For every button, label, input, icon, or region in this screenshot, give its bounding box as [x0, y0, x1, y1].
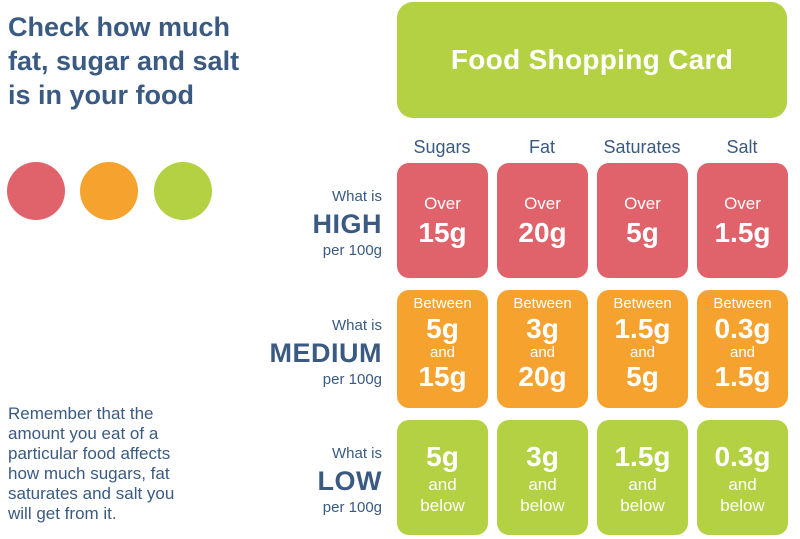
- cell-qualifier: below: [420, 496, 465, 515]
- high-sugars-cell: Over 15g: [397, 163, 488, 278]
- row-label-medium: What is MEDIUM per 100g: [258, 316, 383, 390]
- row-label-top: What is: [331, 188, 382, 205]
- high-fat-cell: Over 20g: [497, 163, 588, 278]
- low-saturates-cell: 1.5g and below: [597, 420, 688, 535]
- cell-value-from: 0.3g: [714, 313, 771, 344]
- cell-value: 1.5g: [714, 217, 771, 248]
- cell-qualifier: Over: [724, 194, 761, 213]
- medium-saturates-cell: Between 1.5g and 5g: [597, 290, 688, 408]
- note-line: Remember that the: [8, 404, 154, 423]
- headline-line: Check how much: [8, 12, 231, 42]
- headline-line: fat, sugar and salt: [8, 46, 240, 76]
- headline: Check how much fat, sugar and salt is in…: [8, 10, 308, 112]
- row-label-level: MEDIUM: [269, 338, 382, 368]
- medium-salt-cell: Between 0.3g and 1.5g: [697, 290, 788, 408]
- card-title: Food Shopping Card: [450, 44, 734, 75]
- row-label-high: What is HIGH per 100g: [258, 187, 383, 261]
- low-salt-cell: 0.3g and below: [697, 420, 788, 535]
- medium-fat-cell: Between 3g and 20g: [497, 290, 588, 408]
- cell-qualifier: Over: [624, 194, 661, 213]
- cell-qualifier: Between: [713, 295, 772, 312]
- red-dot-icon: [7, 162, 65, 220]
- cell-connector: and: [528, 475, 557, 494]
- cell-value: 3g: [526, 441, 559, 472]
- cell-value: 0.3g: [714, 441, 771, 472]
- cell-value-from: 1.5g: [614, 313, 671, 344]
- cell-qualifier: Between: [513, 295, 572, 312]
- cell-qualifier: Between: [413, 295, 472, 312]
- cell-qualifier: below: [520, 496, 565, 515]
- row-label-bottom: per 100g: [322, 242, 382, 259]
- low-fat-cell: 3g and below: [497, 420, 588, 535]
- cell-connector: and: [529, 344, 556, 361]
- cell-connector: and: [629, 344, 656, 361]
- green-dot-icon: [154, 162, 212, 220]
- row-label-level: LOW: [317, 466, 382, 496]
- note-line: will get from it.: [8, 504, 117, 523]
- cell-connector: and: [728, 475, 757, 494]
- row-label-bottom: per 100g: [322, 499, 382, 516]
- note-line: how much sugars, fat: [8, 464, 170, 483]
- portion-note: Remember that the amount you eat of a pa…: [8, 404, 238, 524]
- row-label-top: What is: [331, 445, 382, 462]
- high-salt-cell: Over 1.5g: [697, 163, 788, 278]
- cell-qualifier: Between: [613, 295, 672, 312]
- cell-qualifier: Over: [424, 194, 461, 213]
- medium-sugars-cell: Between 5g and 15g: [397, 290, 488, 408]
- column-header-salt: Salt: [726, 137, 758, 157]
- cell-qualifier: Over: [524, 194, 561, 213]
- cell-value: 1.5g: [614, 441, 671, 472]
- cell-value: 15g: [418, 217, 467, 248]
- row-label-low: What is LOW per 100g: [258, 444, 382, 518]
- cell-value: 5g: [426, 441, 459, 472]
- cell-value: 5g: [626, 217, 659, 248]
- note-line: amount you eat of a: [8, 424, 159, 443]
- column-header-sugars: Sugars: [413, 137, 471, 157]
- cell-connector: and: [429, 344, 456, 361]
- cell-value-from: 5g: [426, 313, 459, 344]
- note-line: saturates and salt you: [8, 484, 175, 503]
- cell-value-to: 5g: [626, 361, 659, 392]
- cell-value: 20g: [518, 217, 567, 248]
- column-header-saturates: Saturates: [603, 137, 681, 157]
- amber-dot-icon: [80, 162, 138, 220]
- cell-qualifier: below: [620, 496, 665, 515]
- cell-value-to: 1.5g: [714, 361, 771, 392]
- cell-connector: and: [729, 344, 756, 361]
- cell-connector: and: [628, 475, 657, 494]
- cell-value-from: 3g: [526, 313, 559, 344]
- high-saturates-cell: Over 5g: [597, 163, 688, 278]
- cell-connector: and: [428, 475, 457, 494]
- note-line: particular food affects: [8, 444, 171, 463]
- cell-value-to: 15g: [418, 361, 467, 392]
- row-label-top: What is: [331, 317, 382, 334]
- row-label-bottom: per 100g: [322, 371, 382, 388]
- low-sugars-cell: 5g and below: [397, 420, 488, 535]
- column-header-fat: Fat: [528, 137, 555, 157]
- row-label-level: HIGH: [312, 209, 382, 239]
- headline-line: is in your food: [8, 80, 194, 110]
- cell-value-to: 20g: [518, 361, 567, 392]
- card-title-banner: Food Shopping Card: [397, 2, 787, 118]
- cell-qualifier: below: [720, 496, 765, 515]
